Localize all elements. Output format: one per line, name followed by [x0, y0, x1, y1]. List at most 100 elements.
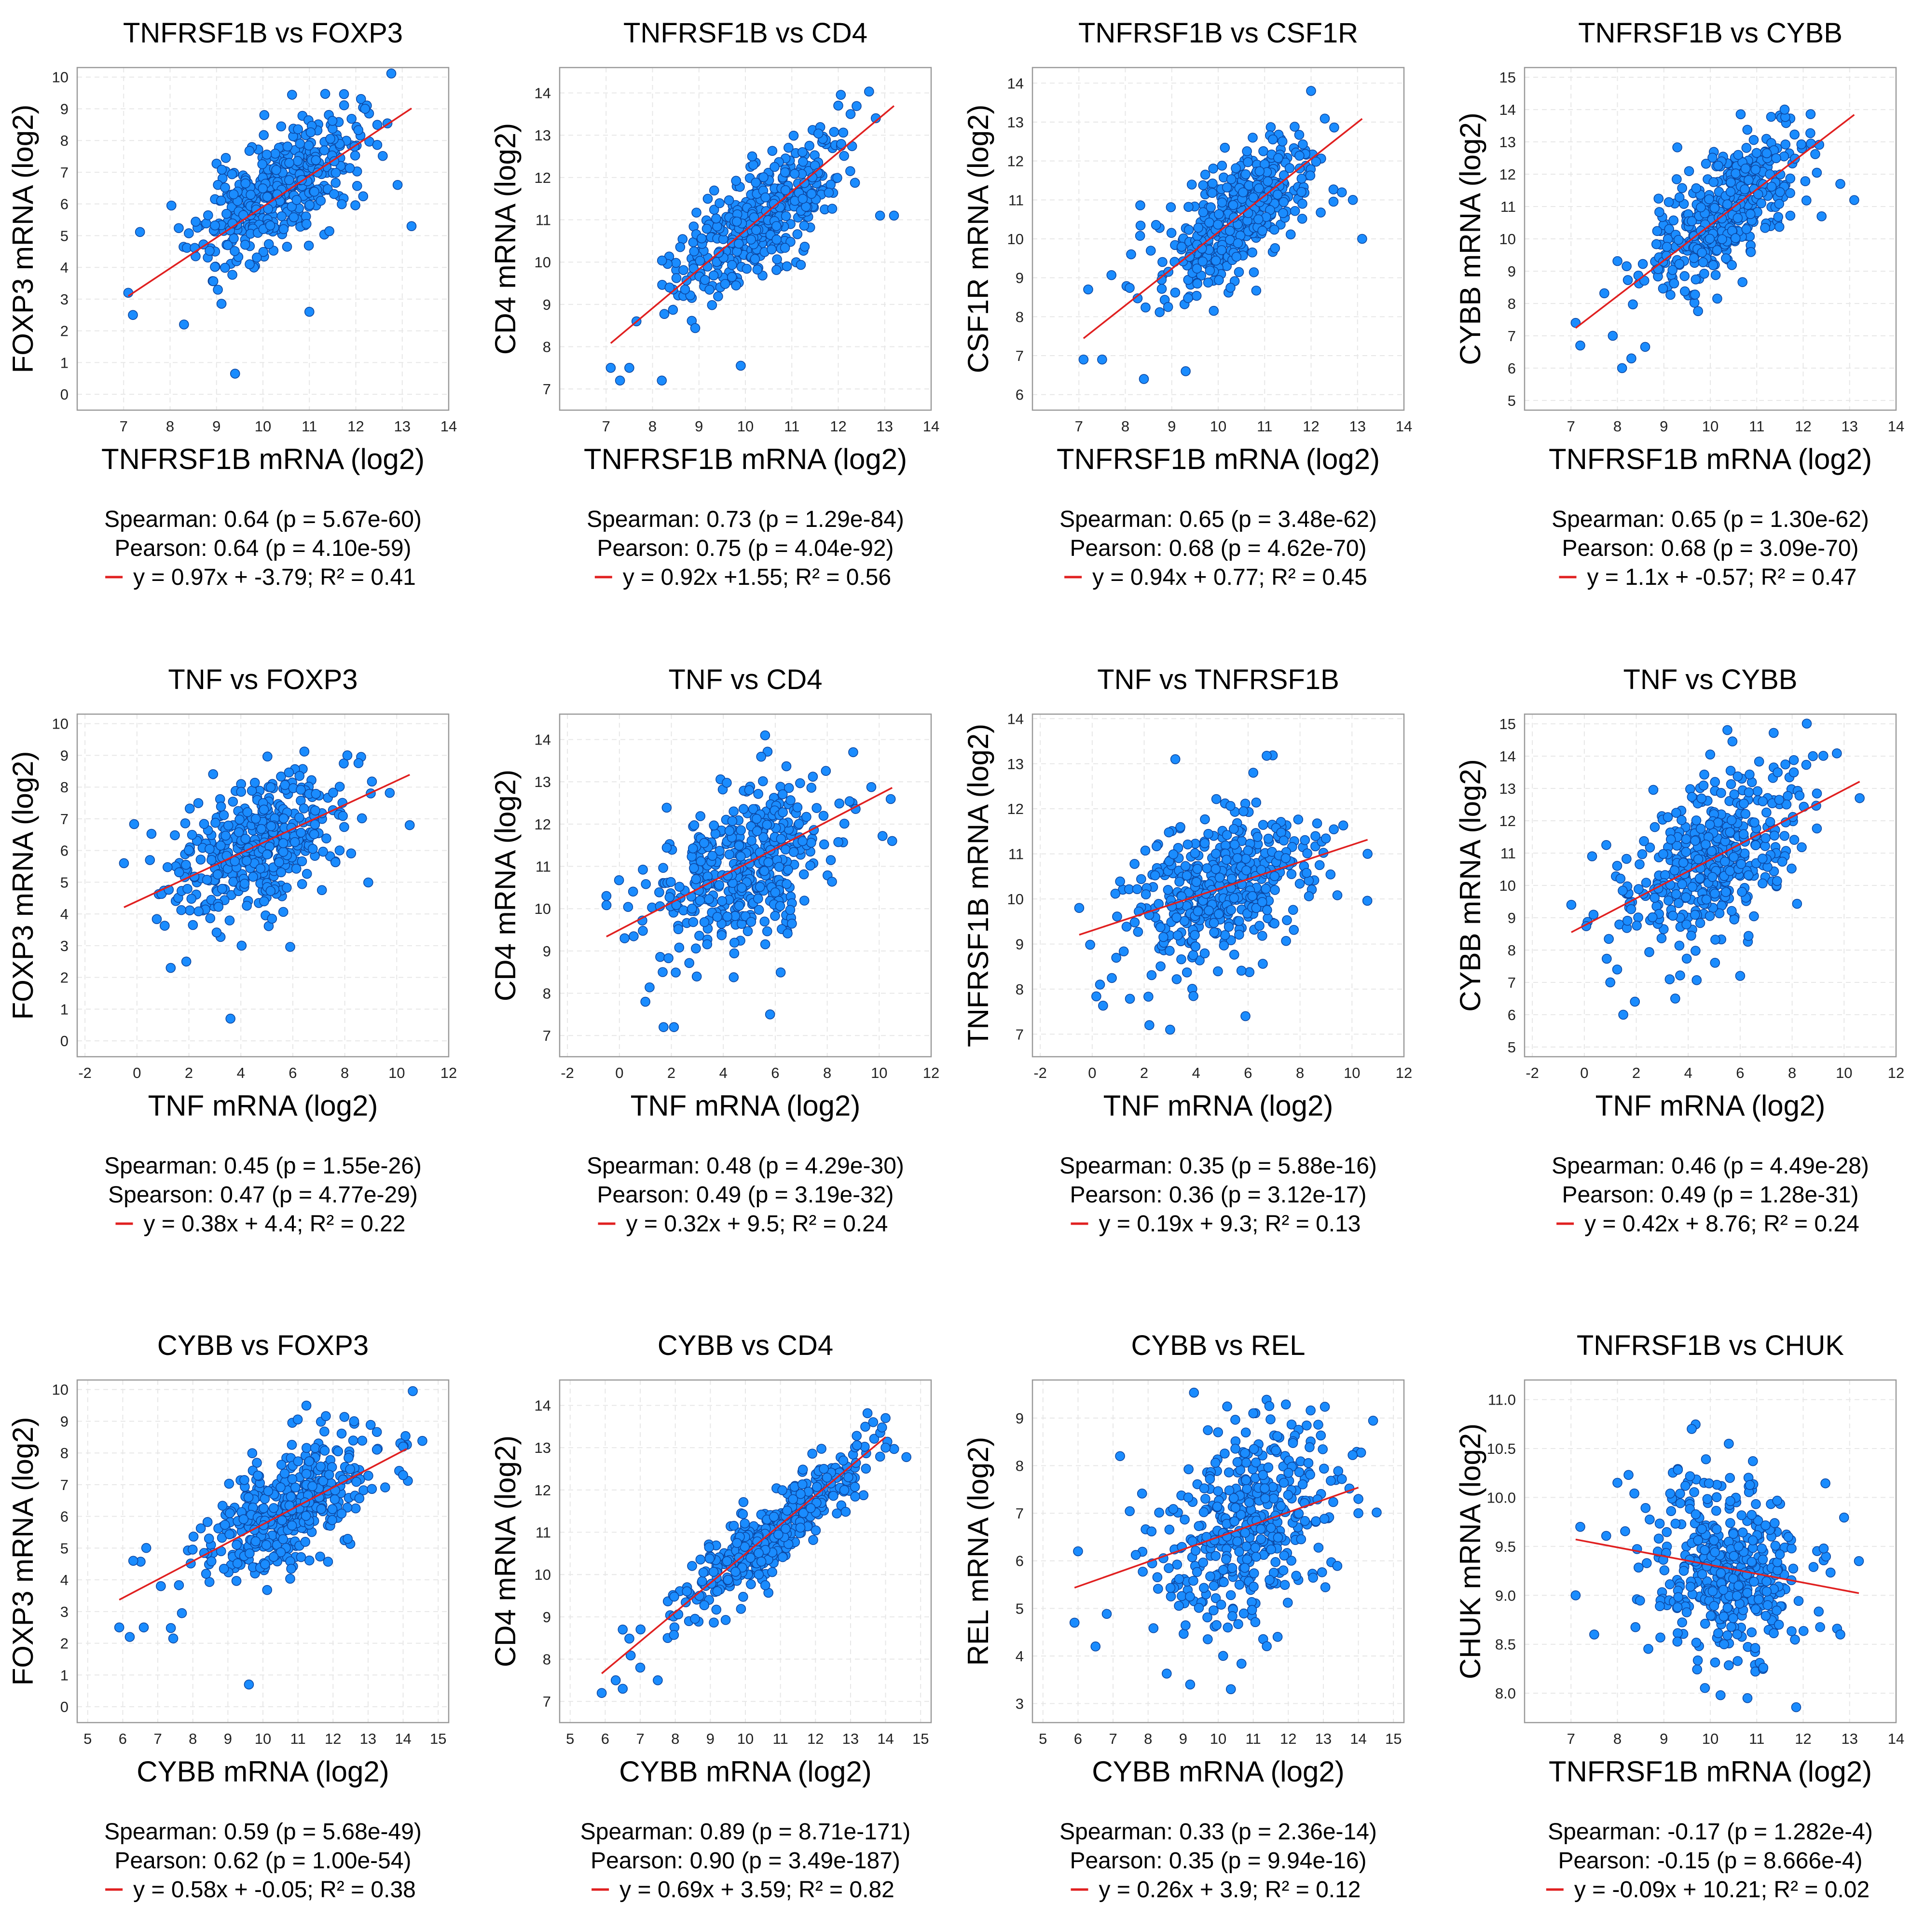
data-point — [1368, 1416, 1378, 1426]
data-point — [724, 849, 734, 860]
y-axis-label: FOXP3 mRNA (log2) — [7, 1417, 39, 1686]
data-point — [263, 239, 274, 249]
y-tick-label: 9 — [1016, 1410, 1024, 1427]
data-point — [138, 1622, 149, 1633]
data-point — [619, 933, 630, 943]
y-tick-label: 7 — [60, 1477, 69, 1493]
data-point — [276, 211, 287, 221]
x-tick-label: 0 — [1580, 1064, 1588, 1081]
y-tick-label: 11 — [1500, 198, 1516, 215]
data-point — [1269, 918, 1279, 929]
data-point — [700, 275, 710, 285]
data-point — [179, 319, 189, 330]
data-point — [771, 221, 782, 231]
y-axis-label: CD4 mRNA (log2) — [489, 1435, 522, 1667]
data-point — [1078, 354, 1089, 365]
y-tick-label: 8 — [1016, 1458, 1024, 1475]
data-point — [185, 803, 195, 814]
data-point — [217, 1501, 228, 1511]
y-axis-label: FOXP3 mRNA (log2) — [7, 105, 39, 373]
data-point — [1664, 197, 1674, 207]
data-point — [1710, 888, 1720, 899]
data-point — [1216, 1600, 1226, 1610]
y-tick-label: 7 — [543, 1693, 551, 1710]
data-point — [357, 813, 367, 824]
x-axis-label: CYBB mRNA (log2) — [1092, 1755, 1344, 1788]
data-point — [1314, 860, 1325, 870]
data-point — [141, 1543, 151, 1553]
data-point — [699, 838, 709, 848]
x-tick-label: 10 — [255, 418, 271, 435]
data-point — [596, 1688, 607, 1698]
data-point — [875, 210, 885, 221]
chart-title: TNFRSF1B vs CYBB — [1578, 17, 1842, 49]
data-point — [1234, 929, 1244, 940]
data-point — [350, 151, 360, 161]
data-point — [1254, 921, 1265, 931]
data-point — [1812, 167, 1822, 178]
x-tick-label: 7 — [636, 1730, 644, 1747]
data-point — [1672, 142, 1682, 152]
data-point — [1650, 822, 1660, 832]
x-axis-label: TNFRSF1B mRNA (log2) — [584, 443, 907, 475]
data-point — [711, 1604, 722, 1615]
y-tick-label: 11 — [536, 858, 551, 875]
data-point — [1251, 285, 1262, 296]
data-point — [195, 855, 206, 865]
x-tick-label: 0 — [615, 1064, 623, 1081]
data-point — [1278, 1565, 1289, 1575]
data-point — [1710, 270, 1721, 280]
data-point — [1670, 994, 1680, 1004]
data-point — [1168, 849, 1179, 859]
data-point — [669, 1591, 679, 1602]
data-point — [645, 982, 655, 993]
data-point — [850, 178, 860, 188]
data-point — [1203, 1634, 1213, 1644]
data-point — [220, 1519, 230, 1530]
y-tick-label: 6 — [1016, 386, 1024, 403]
data-point — [724, 826, 735, 836]
x-tick-label: 14 — [877, 1730, 894, 1747]
data-point — [1229, 212, 1239, 222]
x-tick-label: 10 — [1344, 1064, 1360, 1081]
data-point — [1166, 228, 1177, 238]
data-point — [176, 905, 187, 915]
data-point — [889, 1444, 899, 1454]
data-point — [1294, 879, 1305, 889]
data-point — [156, 1581, 166, 1591]
data-point — [758, 776, 768, 787]
data-point — [782, 1505, 792, 1516]
data-point — [1362, 896, 1373, 906]
data-point — [259, 896, 269, 907]
data-point — [671, 258, 681, 268]
data-point — [262, 1585, 273, 1595]
data-point — [1726, 779, 1736, 789]
y-tick-label: 10 — [1499, 231, 1516, 248]
data-point — [1788, 767, 1799, 778]
y-tick-label: 0 — [60, 1698, 69, 1715]
data-point — [1135, 221, 1146, 231]
data-point — [1155, 307, 1165, 317]
y-tick-label: 13 — [535, 127, 551, 144]
data-point — [712, 911, 723, 922]
data-point — [1213, 1427, 1223, 1437]
y-tick-label: 11 — [536, 212, 551, 229]
data-point — [1190, 941, 1201, 952]
data-point — [292, 156, 303, 166]
data-point — [208, 769, 219, 779]
data-point — [311, 155, 321, 166]
y-tick-label: 10 — [535, 900, 551, 917]
data-point — [1769, 830, 1780, 841]
data-point — [1261, 883, 1271, 894]
data-point — [330, 857, 341, 868]
data-point — [1193, 222, 1204, 233]
data-point — [119, 858, 129, 869]
data-point — [114, 1622, 124, 1633]
data-point — [1681, 953, 1692, 964]
data-point — [747, 151, 757, 162]
x-tick-label: 7 — [1109, 1730, 1117, 1747]
data-point — [1279, 197, 1289, 207]
data-point — [228, 797, 238, 807]
data-point — [1281, 936, 1291, 946]
